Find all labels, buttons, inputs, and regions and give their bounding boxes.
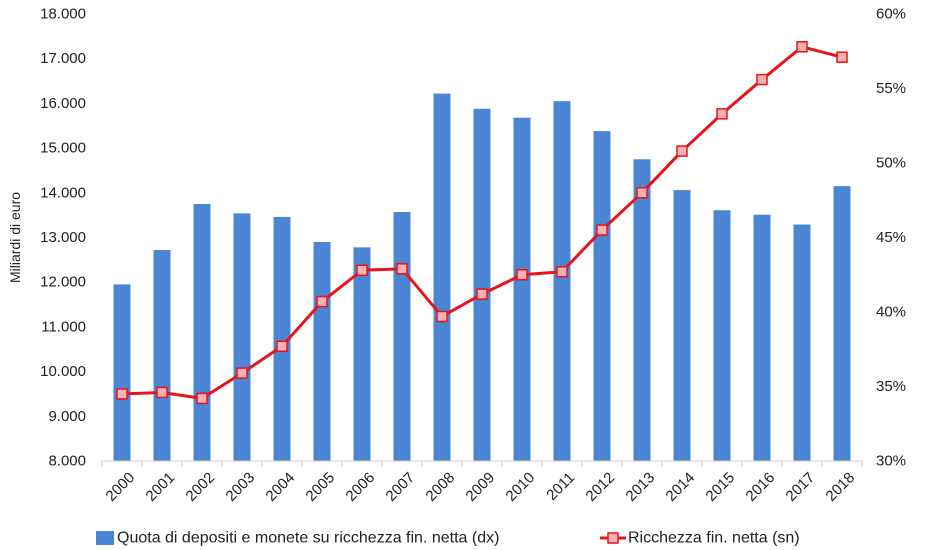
left-tick-label: 16.000 [40, 95, 86, 112]
left-tick-label: 14.000 [40, 184, 86, 201]
x-tick-label: 2018 [823, 469, 859, 505]
x-tick-label: 2014 [663, 469, 699, 505]
bar-2006 [353, 247, 371, 461]
x-tick-label: 2008 [423, 469, 459, 505]
line-point-2009 [476, 288, 488, 300]
line-point-2005 [316, 295, 328, 308]
left-tick-label: 9.000 [48, 408, 86, 425]
x-axis-ticks: 2000 2001 2002 2003 2004 2005 2006 2007 2008 2009… [101, 461, 863, 505]
left-tick-label: 8.000 [48, 453, 86, 470]
line-point-2012 [596, 224, 608, 236]
right-axis-ticks: 30% 35% 40% 45% 50% 55% 60% [876, 6, 906, 470]
x-tick-label: 2017 [783, 469, 819, 505]
line-point-2000 [116, 388, 128, 400]
left-tick-label: 18.000 [40, 6, 86, 23]
x-tick-label: 2004 [263, 469, 299, 505]
x-tick-label: 2009 [463, 469, 499, 505]
line-point-2007 [396, 263, 408, 275]
bar-2008 [433, 93, 451, 461]
line-point-2004 [276, 340, 288, 353]
bar-2013 [633, 159, 651, 461]
line-point-2013 [636, 187, 648, 199]
line-point-2016 [756, 73, 768, 86]
bar-2005 [313, 241, 331, 461]
line-point-2011 [556, 266, 568, 278]
line-point-2006 [356, 264, 368, 277]
right-tick-label: 55% [876, 80, 906, 97]
x-tick-label: 2001 [143, 469, 179, 505]
bar-2002 [193, 203, 211, 461]
bar-2007 [393, 212, 411, 461]
bar-2000 [113, 284, 131, 461]
left-tick-label: 11.000 [41, 318, 86, 335]
line-point-2001 [156, 386, 168, 399]
x-tick-label: 2010 [503, 469, 539, 505]
x-tick-label: 2013 [623, 469, 659, 505]
x-tick-label: 2000 [103, 469, 139, 505]
bar-2016 [753, 214, 771, 461]
left-tick-label: 12.000 [40, 274, 86, 291]
line-point-2010 [516, 269, 528, 281]
line-point-2015 [716, 108, 728, 120]
bar-2001 [153, 250, 171, 461]
x-tick-label: 2011 [543, 469, 578, 504]
line-point-2018 [836, 51, 848, 63]
line-point-2014 [676, 145, 688, 157]
legend: Quota di depositi e monete su ricchezza … [96, 530, 800, 547]
line-point-2003 [236, 367, 248, 379]
left-tick-label: 10.000 [40, 363, 86, 380]
right-tick-label: 60% [876, 6, 906, 23]
left-tick-label: 13.000 [40, 229, 86, 246]
x-tick-label: 2002 [183, 469, 219, 505]
legend-line-label: Ricchezza fin. netta (sn) [628, 530, 800, 547]
x-tick-label: 2016 [743, 469, 779, 505]
right-tick-label: 50% [876, 155, 906, 172]
x-tick-label: 2007 [383, 469, 419, 505]
x-tick-label: 2006 [343, 469, 379, 505]
legend-line-marker [607, 532, 619, 544]
x-tick-label: 2005 [303, 469, 339, 505]
line-series [116, 41, 848, 405]
bar-2011 [553, 101, 571, 461]
bar-2018 [833, 186, 851, 461]
legend-bar-label: Quota di depositi e monete su ricchezza … [117, 530, 499, 547]
bar-series [113, 93, 851, 462]
legend-bar-swatch [96, 531, 114, 545]
bar-2004 [273, 216, 291, 461]
left-tick-label: 17.000 [40, 50, 86, 67]
bar-2010 [513, 117, 531, 461]
bar-2012 [593, 131, 611, 461]
right-tick-label: 35% [876, 378, 906, 395]
right-tick-label: 45% [876, 229, 906, 246]
right-tick-label: 40% [876, 304, 906, 321]
bar-2009 [473, 108, 491, 461]
x-tick-label: 2015 [703, 469, 739, 505]
line-point-2002 [196, 392, 208, 405]
x-tick-label: 2003 [223, 469, 259, 505]
left-tick-label: 15.000 [40, 140, 86, 157]
bar-2003 [233, 213, 251, 461]
line-point-2017 [796, 41, 808, 53]
bar-2014 [673, 190, 691, 462]
right-tick-label: 30% [876, 453, 906, 470]
left-axis-title: Miliardi di euro [7, 192, 23, 283]
x-tick-label: 2012 [583, 469, 619, 505]
bar-2015 [713, 210, 731, 461]
bar-2017 [793, 224, 811, 461]
line-point-2008 [436, 310, 448, 323]
left-axis-ticks: 8.000 9.000 10.000 11.000 12.000 13.000 14.000… [40, 6, 86, 470]
